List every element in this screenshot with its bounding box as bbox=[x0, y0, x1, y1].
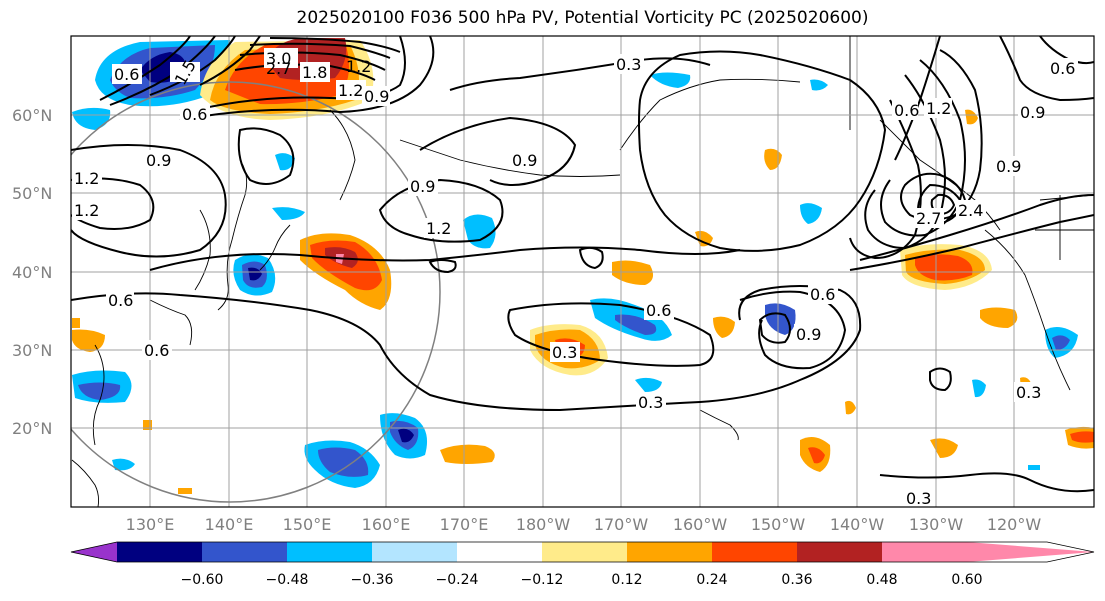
range-circle bbox=[71, 81, 441, 503]
contour-label: 0.3 bbox=[616, 55, 641, 74]
contour-label: 0.9 bbox=[996, 157, 1021, 176]
colorbar bbox=[70, 541, 1095, 563]
lon-label: 120°W bbox=[987, 515, 1042, 534]
contour-label: 0.9 bbox=[1020, 103, 1045, 122]
colorbar-segment bbox=[797, 542, 882, 562]
colorbar-segment bbox=[287, 542, 372, 562]
colorbar-tick-label: −0.60 bbox=[181, 572, 224, 588]
colorbar-tick-label: 0.24 bbox=[696, 572, 727, 588]
contour-label: 2.7 bbox=[266, 59, 291, 78]
contour-label: 0.6 bbox=[646, 301, 671, 320]
contour-label: 0.9 bbox=[512, 151, 537, 170]
contour-label: 2.7 bbox=[916, 209, 941, 228]
contour-label: 1.2 bbox=[74, 201, 99, 220]
contour-label: 0.3 bbox=[638, 393, 663, 412]
contour-label: 1.2 bbox=[426, 219, 451, 238]
contour-label: 0.3 bbox=[552, 343, 577, 362]
lat-label: 30°N bbox=[12, 341, 52, 360]
colorbar-tick-label: 0.12 bbox=[611, 572, 642, 588]
contour-label: 0.9 bbox=[364, 87, 389, 106]
lon-label: 180°W bbox=[516, 515, 571, 534]
contour-label: 1.2 bbox=[338, 81, 363, 100]
lat-label: 60°N bbox=[12, 106, 52, 125]
lon-label: 170°W bbox=[594, 515, 649, 534]
colorbar-segment bbox=[372, 542, 457, 562]
lon-label: 170°E bbox=[440, 515, 489, 534]
lon-label: 150°W bbox=[751, 515, 806, 534]
colorbar-tick-label: 0.36 bbox=[781, 572, 812, 588]
contour-label: 0.6 bbox=[894, 101, 919, 120]
contour-label: 0.6 bbox=[114, 65, 139, 84]
colorbar-extend-high bbox=[967, 542, 1094, 562]
contour-label: 0.9 bbox=[146, 151, 171, 170]
contour-label: 0.6 bbox=[810, 285, 835, 304]
map-frame bbox=[70, 35, 1095, 508]
colorbar-segment bbox=[882, 542, 967, 562]
colorbar-segment bbox=[712, 542, 797, 562]
contour-label: 1.2 bbox=[926, 99, 951, 118]
map-title: 2025020100 F036 500 hPa PV, Potential Vo… bbox=[296, 8, 869, 28]
contour-label: 0.6 bbox=[182, 105, 207, 124]
longitude-labels: 130°E 140°E 150°E 160°E 170°E 180°W 170°… bbox=[126, 515, 1042, 534]
colorbar-segment bbox=[627, 542, 712, 562]
contour-label: 0.3 bbox=[906, 489, 931, 508]
lat-label: 40°N bbox=[12, 263, 52, 282]
lon-label: 150°E bbox=[283, 515, 332, 534]
contour-label: 1.8 bbox=[302, 63, 327, 82]
lat-label: 50°N bbox=[12, 184, 52, 203]
contour-label: 0.6 bbox=[108, 291, 133, 310]
lon-label: 130°E bbox=[126, 515, 175, 534]
colorbar-tick-labels: −0.60 −0.48 −0.36 −0.24 −0.12 0.12 0.24 … bbox=[181, 572, 983, 588]
contour-label: 3.0 bbox=[266, 49, 291, 68]
colorbar-tick-label: −0.36 bbox=[351, 572, 394, 588]
colorbar-segment bbox=[202, 542, 287, 562]
contour-label: 0.6 bbox=[1050, 59, 1075, 78]
colorbar-segment bbox=[117, 542, 202, 562]
colorbar-tick-label: −0.12 bbox=[521, 572, 564, 588]
contour-label: 1.2 bbox=[346, 57, 371, 76]
latitude-labels: 60°N 50°N 40°N 30°N 20°N bbox=[12, 106, 52, 438]
contour-label: 2.4 bbox=[958, 201, 983, 220]
contour-label: 1.2 bbox=[74, 169, 99, 188]
contour-label: 0.9 bbox=[796, 325, 821, 344]
contour-label: 0.6 bbox=[144, 341, 169, 360]
contour-label: 0.3 bbox=[1016, 383, 1041, 402]
colorbar-tick-label: −0.24 bbox=[436, 572, 479, 588]
lon-label: 160°W bbox=[673, 515, 728, 534]
colorbar-extend-low bbox=[71, 542, 117, 562]
lon-label: 130°W bbox=[909, 515, 964, 534]
colorbar-segment bbox=[457, 542, 542, 562]
lon-label: 160°E bbox=[362, 515, 411, 534]
lon-label: 140°E bbox=[205, 515, 254, 534]
lat-label: 20°N bbox=[12, 419, 52, 438]
lon-label: 140°W bbox=[830, 515, 885, 534]
contour-label: 0.9 bbox=[410, 177, 435, 196]
colorbar-tick-label: −0.48 bbox=[266, 572, 309, 588]
colorbar-tick-label: 0.60 bbox=[951, 572, 982, 588]
colorbar-segment bbox=[542, 542, 627, 562]
gridlines bbox=[71, 36, 1094, 507]
colorbar-tick-label: 0.48 bbox=[866, 572, 897, 588]
